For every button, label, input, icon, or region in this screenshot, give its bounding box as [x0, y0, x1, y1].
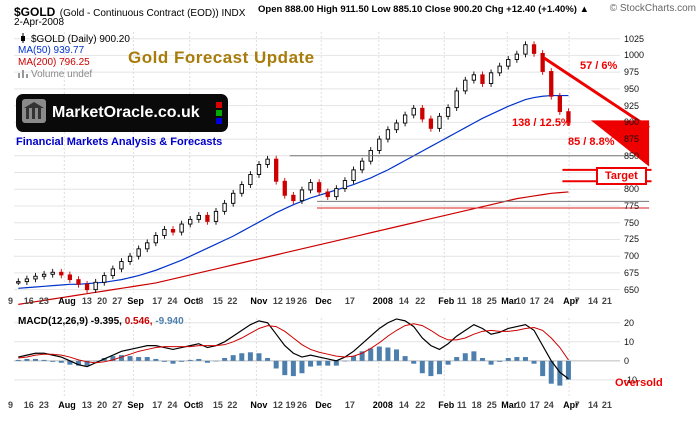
macd-legend-signal: 0.546,	[124, 316, 153, 327]
ticker-symbol: $GOLD	[14, 5, 56, 19]
legend-price: $GOLD (Daily) 900.20	[18, 33, 130, 46]
annotation-85-8pct: 85 / 8.8%	[568, 136, 615, 148]
macd-legend: MACD(12,26,9) -9.395, 0.546, -9.940	[18, 316, 184, 327]
chart-date: 2-Apr-2008	[14, 17, 65, 28]
legend-ma50-label: MA(50) 939.77	[18, 45, 85, 56]
annotation-57-6pct: 57 / 6%	[580, 60, 618, 72]
copyright: © StockCharts.com	[609, 3, 696, 14]
annotation-138-12pct: 138 / 12.5%	[512, 117, 571, 129]
legend-ma200: MA(200) 796.25	[18, 57, 90, 68]
candlestick-icon	[18, 33, 28, 46]
marketoracle-logo-text: MarketOracle.co.uk	[52, 104, 200, 121]
marketoracle-logo: MarketOracle.co.uk	[16, 94, 228, 132]
legend-ma50: MA(50) 939.77	[18, 45, 84, 56]
target-label-box: Target	[596, 167, 647, 185]
legend-volume: Volume undef	[18, 69, 92, 81]
header-line1: $GOLD (Gold - Continuous Contract (EOD))…	[14, 3, 245, 21]
ticker-description: (Gold - Continuous Contract (EOD)) INDX	[59, 8, 246, 19]
logo-square-red	[216, 102, 222, 108]
logo-color-squares	[216, 102, 222, 124]
macd-legend-line: MACD(12,26,9) -9.395,	[18, 316, 122, 327]
legend-ma200-label: MA(200) 796.25	[18, 57, 90, 68]
volume-icon	[18, 69, 28, 81]
oversold-label: Oversold	[615, 377, 663, 389]
marketoracle-logo-icon	[22, 98, 46, 128]
legend-volume-label: Volume undef	[31, 69, 93, 80]
macd-legend-hist: -9.940	[155, 316, 184, 327]
logo-square-green	[216, 110, 222, 116]
marketoracle-tagline: Financial Markets Analysis & Forecasts	[16, 136, 223, 148]
ohlc-quote: Open 888.00 High 911.50 Low 885.10 Close…	[258, 4, 589, 15]
logo-square-blue	[216, 118, 222, 124]
legend-price-label: $GOLD (Daily) 900.20	[31, 34, 130, 45]
forecast-title: Gold Forecast Update	[128, 48, 315, 67]
